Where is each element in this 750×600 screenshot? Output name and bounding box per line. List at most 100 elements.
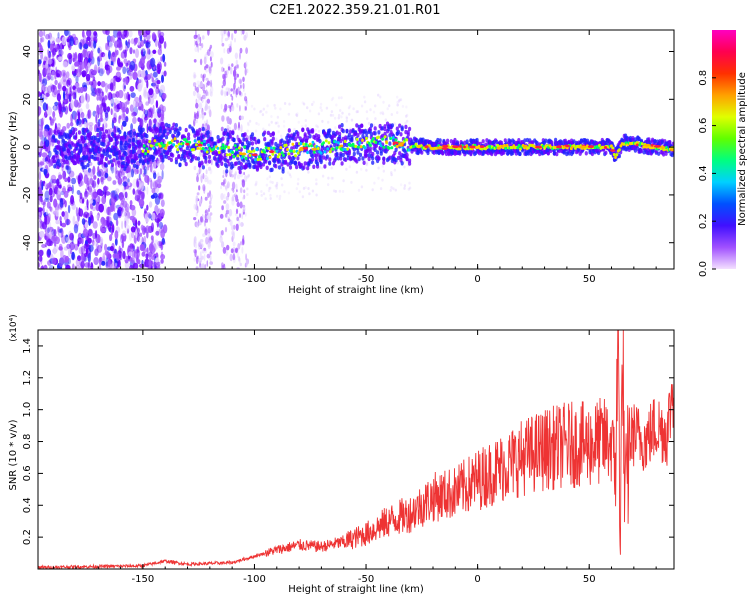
heatmap-cell xyxy=(205,82,208,88)
heatmap-cell xyxy=(125,40,128,46)
heatmap-cell xyxy=(403,184,407,188)
heatmap-cell xyxy=(53,198,58,208)
heatmap-cell xyxy=(137,70,142,78)
heatmap-cell xyxy=(237,243,241,250)
heatmap-cell xyxy=(77,139,81,144)
heatmap-cell xyxy=(603,146,608,149)
heatmap-cell xyxy=(330,110,334,114)
heatmap-cell xyxy=(399,98,403,102)
heatmap-cell xyxy=(154,38,158,47)
heatmap-cell xyxy=(199,93,201,101)
heatmap-cell xyxy=(148,243,154,253)
heatmap-cell xyxy=(322,141,325,145)
heatmap-cell xyxy=(115,188,120,194)
heatmap-cell xyxy=(328,128,332,133)
heatmap-cell xyxy=(223,108,227,113)
heatmap-cell xyxy=(98,168,104,177)
heatmap-cell xyxy=(151,32,156,40)
heatmap-cell xyxy=(360,185,364,189)
heatmap-cell xyxy=(97,47,101,54)
heatmap-cell xyxy=(328,150,332,154)
heatmap-cell xyxy=(41,36,45,43)
heatmap-cell xyxy=(145,253,149,260)
heatmap-cell xyxy=(522,144,528,148)
heatmap-cell xyxy=(206,91,210,97)
heatmap-cell xyxy=(346,147,350,151)
heatmap-cell xyxy=(70,249,73,255)
heatmap-cell xyxy=(149,163,153,173)
heatmap-cell xyxy=(106,106,111,112)
heatmap-cell xyxy=(105,67,111,75)
heatmap-cell xyxy=(341,111,344,115)
heatmap-cell xyxy=(53,184,59,194)
heatmap-cell xyxy=(45,229,52,238)
heatmap-cell xyxy=(130,92,136,98)
heatmap-cell xyxy=(136,248,141,258)
heatmap-cell xyxy=(77,118,82,125)
heatmap-cell xyxy=(243,132,247,137)
heatmap-cell xyxy=(101,94,104,100)
heatmap-cell xyxy=(269,193,272,197)
heatmap-cell xyxy=(56,73,60,78)
heatmap-cell xyxy=(46,183,52,189)
heatmap-cell xyxy=(500,144,504,148)
heatmap-cell xyxy=(408,126,412,132)
heatmap-cell xyxy=(97,165,100,174)
heatmap-cell xyxy=(84,121,87,128)
heatmap-cell xyxy=(363,100,367,104)
heatmap-cell xyxy=(156,79,161,85)
heatmap-cell xyxy=(347,106,351,110)
heatmap-cell xyxy=(388,141,392,146)
heatmap-cell xyxy=(379,111,382,115)
heatmap-cell xyxy=(49,231,54,241)
heatmap-cell xyxy=(221,66,224,73)
heatmap-cell xyxy=(157,175,163,184)
heatmap-cell xyxy=(124,152,128,157)
heatmap-cell xyxy=(150,179,153,190)
heatmap-cell xyxy=(312,100,315,104)
heatmap-cell xyxy=(121,220,124,230)
heatmap-cell xyxy=(224,185,228,190)
heatmap-cell xyxy=(160,37,164,45)
heatmap-cell xyxy=(160,56,163,62)
heatmap-cell xyxy=(382,145,386,149)
heatmap-cell xyxy=(198,96,200,104)
heatmap-cell xyxy=(250,141,255,146)
heatmap-cell xyxy=(321,174,325,178)
heatmap-cell xyxy=(90,135,94,141)
heatmap-cell xyxy=(298,148,302,152)
heatmap-cell xyxy=(193,237,197,242)
heatmap-cell xyxy=(93,40,97,49)
heatmap-cell xyxy=(317,112,321,116)
heatmap-cell xyxy=(64,236,68,244)
heatmap-cell xyxy=(125,206,129,213)
spectrogram-cells xyxy=(38,30,674,269)
heatmap-cell xyxy=(120,210,126,218)
heatmap-cell xyxy=(59,47,62,57)
heatmap-cell xyxy=(338,189,342,193)
heatmap-cell xyxy=(260,190,263,193)
heatmap-cell xyxy=(161,193,164,200)
heatmap-cell xyxy=(122,82,126,92)
heatmap-cell xyxy=(226,47,231,55)
heatmap-cell xyxy=(143,235,147,245)
heatmap-cell xyxy=(194,111,196,119)
heatmap-cell xyxy=(390,173,393,177)
heatmap-cell xyxy=(377,93,380,97)
heatmap-cell xyxy=(194,249,197,258)
heatmap-cell xyxy=(132,188,136,195)
heatmap-cell xyxy=(618,148,621,152)
heatmap-cell xyxy=(109,205,115,212)
heatmap-cell xyxy=(340,115,343,119)
heatmap-cell xyxy=(225,169,229,174)
heatmap-cell xyxy=(131,111,137,117)
heatmap-cell xyxy=(42,157,46,163)
heatmap-cell xyxy=(128,138,132,143)
heatmap-cell xyxy=(424,145,429,149)
heatmap-cell xyxy=(231,33,234,41)
heatmap-cell xyxy=(58,100,61,109)
heatmap-cell xyxy=(358,141,362,145)
heatmap-cell xyxy=(296,131,300,136)
heatmap-cell xyxy=(327,183,330,187)
heatmap-cell xyxy=(158,221,164,229)
